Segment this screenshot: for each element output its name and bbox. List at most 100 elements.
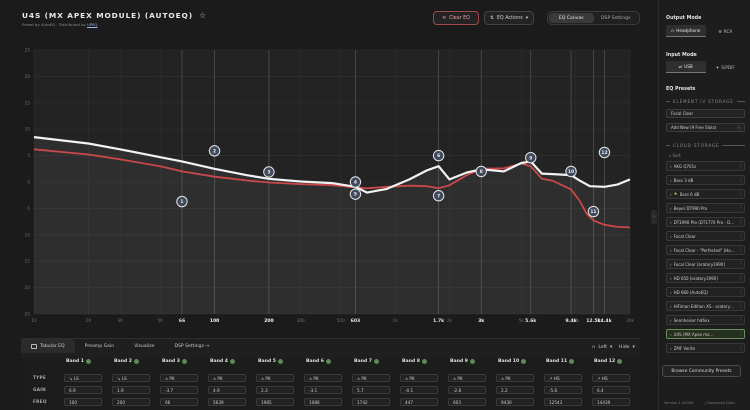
band-gain-input[interactable]: 6.4 xyxy=(592,386,630,394)
download-icon[interactable]: ⤓ xyxy=(704,401,706,405)
band-freq-input[interactable]: 447 xyxy=(400,398,438,406)
band-node-11[interactable] xyxy=(587,205,600,218)
band-freq-input[interactable]: 200 xyxy=(112,398,150,406)
band-type-select[interactable]: ∧ PK xyxy=(352,374,390,382)
preset-item[interactable]: ‹ ★ Bass 6 dB ⋮ xyxy=(666,189,745,199)
input-mode-spdif[interactable]: ✦ S/PDIF xyxy=(706,61,746,73)
band-gain-input[interactable]: 1.9 xyxy=(112,386,150,394)
output-mode-rca[interactable]: ⊕ RCA xyxy=(706,25,746,37)
browse-community-presets-button[interactable]: Browse Community Presets xyxy=(662,365,741,377)
band-freq-input[interactable]: 66 xyxy=(160,398,198,406)
band-type-select[interactable]: ∧ PK xyxy=(160,374,198,382)
kebab-menu-icon[interactable]: ⋮ xyxy=(738,303,744,309)
band-node-12[interactable] xyxy=(598,146,611,159)
sidebar-collapse-handle[interactable]: › xyxy=(651,210,657,224)
channel-select[interactable]: ∩ Left ▾ xyxy=(592,343,612,351)
band-freq-input[interactable]: 14439 xyxy=(592,398,630,406)
band-node-5[interactable] xyxy=(349,188,362,200)
band-node-1[interactable] xyxy=(176,195,188,208)
band-enabled-toggle[interactable] xyxy=(569,359,575,364)
kebab-menu-icon[interactable]: ⋮ xyxy=(738,261,744,267)
kebab-menu-icon[interactable]: ⋮ xyxy=(738,233,744,239)
band-enabled-toggle[interactable] xyxy=(133,359,139,364)
band-enabled-toggle[interactable] xyxy=(85,359,91,364)
band-type-select[interactable]: ↘ LS xyxy=(64,374,102,382)
preset-item[interactable]: ‹ ZMF Verite ⋮ xyxy=(666,343,745,353)
band-node-2[interactable] xyxy=(208,145,221,157)
band-gain-input[interactable]: 2.2 xyxy=(496,386,534,394)
band-node-7[interactable] xyxy=(432,190,445,202)
preset-sort-control[interactable]: ⌕ Sort xyxy=(669,153,681,158)
band-gain-input[interactable]: 5.7 xyxy=(352,386,390,394)
kebab-menu-icon[interactable]: ⋮ xyxy=(738,191,744,197)
kebab-menu-icon[interactable]: ⋮ xyxy=(738,219,744,225)
band-gain-input[interactable]: -2.8 xyxy=(448,386,486,394)
band-node-9[interactable] xyxy=(525,152,537,164)
band-freq-input[interactable]: 603 xyxy=(448,398,486,406)
band-type-select[interactable]: ∧ PK xyxy=(496,374,534,382)
band-gain-input[interactable]: -0.1 xyxy=(400,386,438,394)
output-mode-headphone[interactable]: ∩ Headphone xyxy=(666,25,706,37)
add-new-slot-item[interactable]: Add New (9 Free Slots) ⓘ xyxy=(666,123,745,132)
band-type-select[interactable]: ↗ HS xyxy=(544,374,582,382)
band-type-select[interactable]: ∧ PK xyxy=(256,374,294,382)
download-data-link[interactable]: Download Data xyxy=(707,401,735,405)
band-freq-input[interactable]: 5639 xyxy=(208,398,246,406)
distributor-link[interactable]: UPEQ xyxy=(86,22,98,27)
preset-item[interactable]: ‹ Focal Clear - "Perfected" (Ha... ⋮ xyxy=(666,245,745,255)
band-enabled-toggle[interactable] xyxy=(469,359,475,364)
tab-eq-canvas[interactable]: EQ Canvas xyxy=(549,13,594,23)
band-freq-input[interactable]: 1742 xyxy=(352,398,390,406)
band-node-8[interactable] xyxy=(475,165,487,178)
kebab-menu-icon[interactable]: ⋮ xyxy=(738,163,744,169)
tab-tabular-eq[interactable]: Tabular EQ xyxy=(21,339,75,353)
preset-item[interactable]: ‹ Sennheiser hd6xx ⋮ xyxy=(666,315,745,325)
band-freq-input[interactable]: 100 xyxy=(64,398,102,406)
kebab-menu-icon[interactable]: ⋮ xyxy=(738,275,744,281)
band-enabled-toggle[interactable] xyxy=(617,359,623,364)
band-node-4[interactable] xyxy=(349,176,362,188)
band-gain-input[interactable]: -5.6 xyxy=(544,386,582,394)
preset-item[interactable]: ‹ AKG Q701s ⋮ xyxy=(666,161,745,171)
eq-actions-button[interactable]: ⇅ EQ Actions ▾ xyxy=(484,11,534,25)
input-mode-usb[interactable]: ⇌ USB xyxy=(666,61,706,73)
kebab-menu-icon[interactable]: ⋮ xyxy=(738,205,744,211)
band-type-select[interactable]: ↗ HS xyxy=(592,374,630,382)
kebab-menu-icon[interactable]: ⋮ xyxy=(738,247,744,253)
band-enabled-toggle[interactable] xyxy=(325,359,331,364)
preset-item[interactable]: ‹ U4S (MX Apex mo... ⋮ xyxy=(666,329,745,339)
band-type-select[interactable]: ∧ PK xyxy=(448,374,486,382)
tab-visualize[interactable]: Visualize xyxy=(124,339,164,353)
band-freq-input[interactable]: 1086 xyxy=(304,398,342,406)
element-preset-item[interactable]: Focal Clear xyxy=(666,109,745,118)
band-type-select[interactable]: ∧ PK xyxy=(304,374,342,382)
visibility-select[interactable]: Hide ▾ xyxy=(619,343,635,351)
preset-item[interactable]: ‹ DT1990 Pro (DT1770 Pro - Deep ... ⋮ xyxy=(666,217,745,227)
band-gain-input[interactable]: 4.9 xyxy=(208,386,246,394)
band-enabled-toggle[interactable] xyxy=(373,359,379,364)
tab-dsp-settings[interactable]: DSP Settings xyxy=(600,15,631,21)
band-enabled-toggle[interactable] xyxy=(521,359,527,364)
preset-item[interactable]: ‹ Bass 3 dB ⋮ xyxy=(666,175,745,185)
tab-preamp-gain[interactable]: Preamp Gain xyxy=(75,339,125,353)
tab-dsp-settings-link[interactable]: DSP Settings → xyxy=(164,339,219,353)
kebab-menu-icon[interactable]: ⋮ xyxy=(738,177,744,183)
band-enabled-toggle[interactable] xyxy=(277,359,283,364)
kebab-menu-icon[interactable]: ⋮ xyxy=(738,317,744,323)
band-gain-input[interactable]: -3.7 xyxy=(160,386,198,394)
band-gain-input[interactable]: 6.9 xyxy=(64,386,102,394)
band-node-10[interactable] xyxy=(565,165,577,178)
band-freq-input[interactable]: 12543 xyxy=(544,398,582,406)
band-enabled-toggle[interactable] xyxy=(421,359,427,364)
band-gain-input[interactable]: 2.3 xyxy=(256,386,294,394)
kebab-menu-icon[interactable]: ⋮ xyxy=(738,289,744,295)
preset-item[interactable]: ‹ Beyer DT990 Pro ⋮ xyxy=(666,203,745,213)
band-node-6[interactable] xyxy=(432,149,445,162)
band-type-select[interactable]: ↘ LS xyxy=(112,374,150,382)
band-type-select[interactable]: ∧ PK xyxy=(208,374,246,382)
preset-item[interactable]: ‹ Focal Clear ⋮ xyxy=(666,231,745,241)
band-type-select[interactable]: ∧ PK xyxy=(400,374,438,382)
kebab-menu-icon[interactable]: ⋮ xyxy=(738,331,744,337)
band-freq-input[interactable]: 1985 xyxy=(256,398,294,406)
kebab-menu-icon[interactable]: ⋮ xyxy=(738,345,744,351)
